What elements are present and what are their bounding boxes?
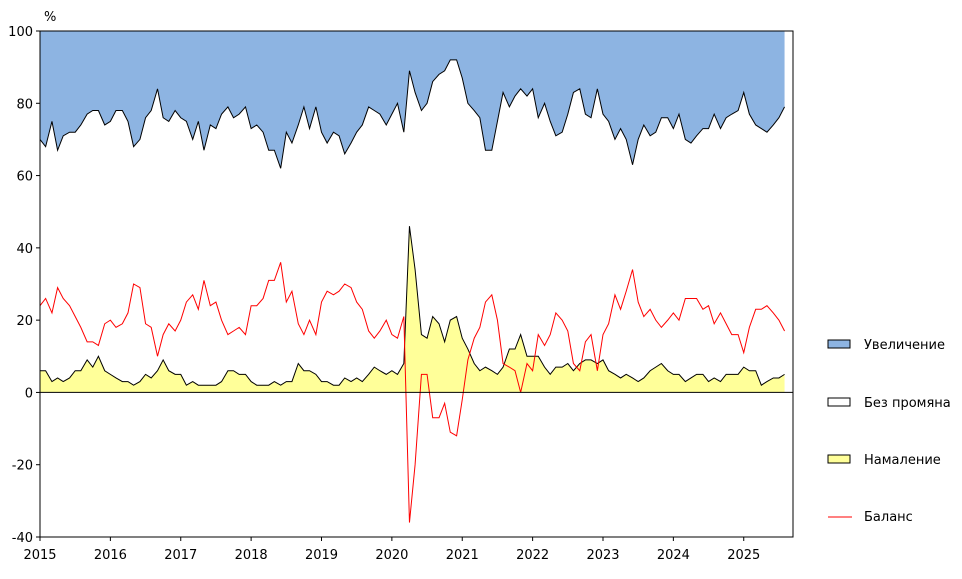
x-tick-label: 2016	[94, 548, 127, 563]
x-tick-label: 2015	[23, 548, 56, 563]
legend-item-increase: Увеличение	[827, 338, 945, 353]
legend-swatch-decrease	[827, 454, 851, 464]
decrease-boundary-line	[40, 226, 785, 386]
x-tick-label: 2021	[446, 548, 479, 563]
x-tick-label: 2019	[305, 548, 338, 563]
y-tick-label: 60	[16, 170, 33, 185]
x-tick-label: 2018	[235, 548, 268, 563]
y-tick-label: 80	[16, 97, 33, 112]
legend-swatch-increase	[827, 339, 851, 349]
legend-label-balance: Баланс	[864, 510, 913, 525]
x-tick-label: 2025	[727, 548, 760, 563]
increase-area	[40, 31, 785, 169]
y-tick-label: 100	[8, 25, 33, 40]
increase-boundary-line	[39, 59, 786, 169]
x-tick-label: 2020	[375, 548, 408, 563]
balance-line	[39, 262, 786, 523]
x-tick-label: 2022	[516, 548, 549, 563]
x-tick-label: 2017	[164, 548, 197, 563]
y-tick-label: 20	[16, 314, 33, 329]
legend-item-no-change: Без промяна	[827, 396, 951, 411]
y-tick-label: 40	[16, 242, 33, 257]
legend-label-no-change: Без промяна	[864, 396, 951, 411]
decrease-area	[40, 226, 785, 393]
x-tick-label: 2023	[586, 548, 619, 563]
x-axis: 2015 2016 2017 2018 2019 2020 2021 2022 2023 2024…	[23, 537, 760, 563]
y-unit-label: %	[44, 10, 56, 25]
legend-item-balance: Баланс	[828, 510, 913, 525]
y-axis: 100 80 60 40 20 0 -20 -40	[8, 25, 40, 546]
legend-label-increase: Увеличение	[864, 338, 945, 353]
legend: Увеличение Без промяна Намаление Баланс	[827, 338, 951, 525]
x-tick-label: 2024	[657, 548, 690, 563]
y-tick-label: 0	[25, 386, 33, 401]
legend-label-decrease: Намаление	[864, 453, 941, 468]
plot-frame-border	[39, 30, 794, 538]
y-tick-label: -20	[12, 459, 33, 474]
legend-item-decrease: Намаление	[827, 453, 941, 468]
legend-swatch-no-change	[827, 397, 851, 407]
plot-area	[39, 30, 794, 538]
y-tick-label: -40	[12, 531, 33, 546]
